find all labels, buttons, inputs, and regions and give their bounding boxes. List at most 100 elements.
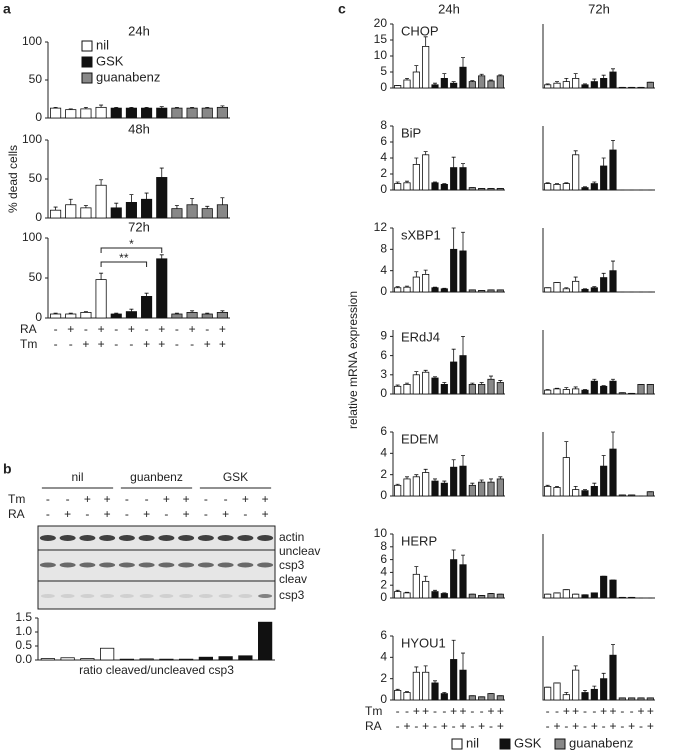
error-bar [190,198,195,205]
row-label: + [591,719,598,733]
blot-band [198,594,213,598]
bar [95,279,107,319]
row-label: - [46,492,50,506]
row-label: + [497,719,504,733]
bar [562,81,570,89]
row-name: Tm [8,492,25,506]
row-label: + [459,704,466,718]
bar [412,671,420,701]
row-label: + [647,704,654,718]
row-label: - [66,492,70,506]
y-tick-label: 0 [380,80,387,94]
bar [609,448,617,497]
bar [171,208,183,219]
bar [394,591,402,599]
band-label: uncleav [279,544,320,558]
blot-band [178,535,195,541]
error-bar [601,672,606,679]
row-label: + [158,322,165,336]
error-bar [114,312,119,314]
bar [440,693,448,701]
bar [450,248,458,293]
legend-label: nil [96,37,109,52]
error-bar [545,389,550,391]
row-label: - [433,704,437,718]
error-bar [144,192,149,200]
row-label: + [183,507,190,521]
band-label: actin [279,530,304,544]
row-label: - [84,322,88,336]
error-bar [220,197,225,205]
y-tick-label: 10 [374,48,388,62]
row-label: - [114,337,118,351]
error-bar [564,287,569,289]
legend-swatch [81,40,93,52]
bar [609,270,617,293]
error-bar [442,382,447,385]
y-tick-label: 50 [29,171,43,185]
bar [544,485,552,497]
row-label: + [262,507,269,521]
bar [431,182,439,191]
bar [216,106,228,119]
blot-band [159,594,174,598]
bar [572,669,580,701]
error-bar [433,589,437,592]
error-bar [174,106,179,109]
row-label: + [609,719,616,733]
error-bar [414,271,419,278]
error-bar [583,690,587,693]
bar [186,107,198,119]
bar [478,75,486,89]
bar [609,380,617,395]
bar [403,692,411,701]
bar [590,183,598,191]
row-label: - [546,704,550,718]
bar [468,695,476,701]
row-label: + [441,719,448,733]
error-bar [395,286,400,288]
error-bar [53,206,58,211]
y-tick-label: 8 [380,242,387,256]
bar [459,167,467,191]
row-label: - [620,719,624,733]
panel-label: a [3,1,11,17]
bar [218,656,233,661]
blot-band [257,535,274,541]
error-bar [601,272,606,278]
chart-title: HYOU1 [401,635,446,650]
bar [258,621,273,661]
y-tick-label: 20 [374,16,388,30]
chart-title: 48h [128,121,150,136]
bar [487,481,495,497]
axis-line [542,228,655,293]
error-bar [555,486,559,488]
bar [394,183,402,191]
chart-title: EDEM [401,431,439,446]
row-label: - [405,704,409,718]
bar [141,295,153,319]
blot-band [139,594,154,598]
bar [40,658,55,661]
blot-band [80,594,95,598]
error-bar [601,385,606,387]
error-bar [461,554,465,565]
bar [646,383,654,395]
bar [65,109,77,119]
row-label: + [67,322,74,336]
bar [646,81,654,89]
error-bar [555,183,559,185]
row-label: + [189,322,196,336]
bar [487,593,495,599]
bar [179,658,194,661]
annotation: ** [119,251,129,265]
bar [65,204,77,219]
error-bar [442,480,447,484]
legend-label: GSK [96,53,124,68]
band-label: csp3 [279,588,305,602]
bar [544,593,552,599]
row-label: - [205,322,209,336]
error-bar [592,482,597,487]
y-tick-label: 6 [380,552,387,566]
row-label: - [602,719,606,733]
